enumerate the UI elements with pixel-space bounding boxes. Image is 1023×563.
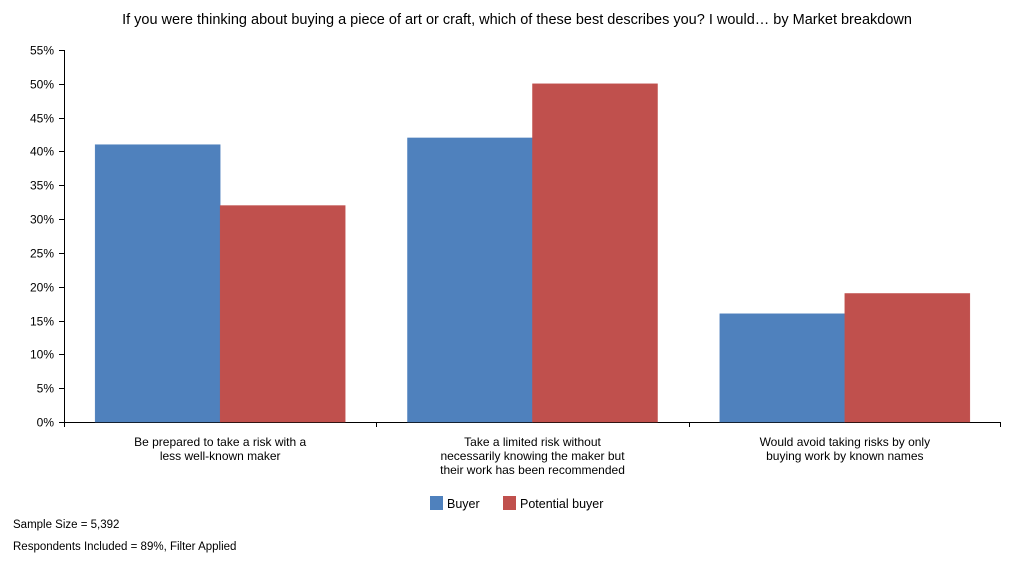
y-tick-label: 40%: [30, 145, 54, 159]
x-category-label: their work has been recommended: [440, 463, 625, 477]
x-category-label: necessarily knowing the maker but: [440, 449, 625, 463]
bar-potential-buyer: [219, 205, 346, 423]
bar-buyer: [407, 137, 533, 423]
axes: 0% 5% 10% 15% 20% 25% 30% 35% 40% 45% 50% 55%: [30, 44, 1001, 430]
legend-label: Potential buyer: [520, 497, 603, 511]
y-tick-label: 50%: [30, 78, 54, 92]
bar-potential-buyer: [844, 293, 971, 423]
respondents-note: Respondents Included = 89%, Filter Appli…: [13, 541, 237, 553]
y-tick-label: 20%: [30, 281, 54, 295]
legend-label: Buyer: [447, 497, 480, 511]
sample-size-note: Sample Size = 5,392: [13, 519, 120, 531]
x-category-label: buying work by known names: [766, 449, 923, 463]
x-category-label: less well-known maker: [160, 449, 281, 463]
x-category-label: Would avoid taking risks by only: [760, 435, 931, 449]
y-tick-label: 55%: [30, 44, 54, 58]
chart-title: If you were thinking about buying a piec…: [122, 12, 912, 28]
bars: [94, 83, 971, 423]
x-category-label: Be prepared to take a risk with a: [134, 435, 306, 449]
legend: Buyer Potential buyer: [430, 496, 603, 511]
y-tick-label: 15%: [30, 315, 54, 329]
bar-buyer: [94, 144, 221, 423]
x-category-label: Take a limited risk without: [464, 435, 601, 449]
y-tick-label: 5%: [37, 382, 55, 396]
y-tick-label: 30%: [30, 213, 54, 227]
y-tick-label: 0%: [37, 416, 55, 430]
y-tick-label: 45%: [30, 112, 54, 126]
y-tick-label: 25%: [30, 247, 54, 261]
bar-potential-buyer: [532, 83, 658, 423]
bar-buyer: [719, 313, 846, 423]
legend-swatch: [503, 496, 516, 510]
y-tick-label: 10%: [30, 348, 54, 362]
y-tick-label: 35%: [30, 179, 54, 193]
legend-swatch: [430, 496, 443, 510]
